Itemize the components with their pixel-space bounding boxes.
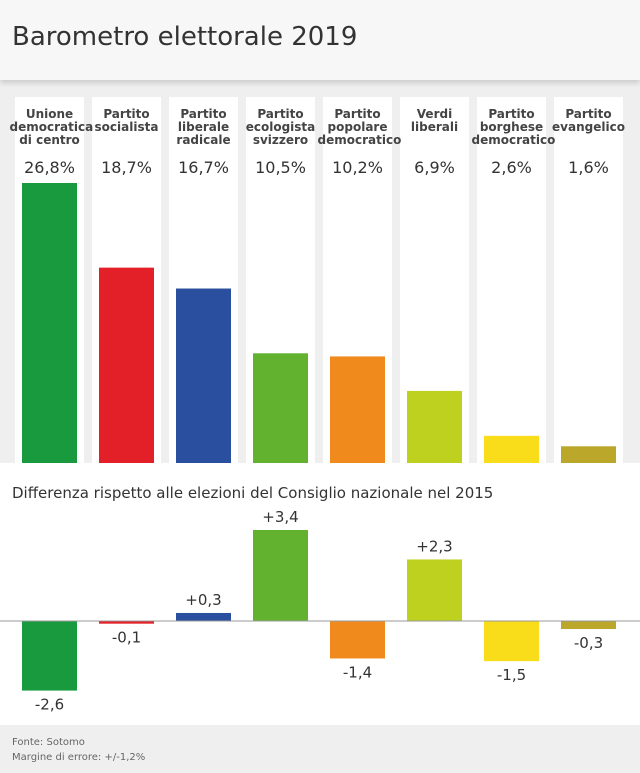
value-label: 16,7% [178, 158, 229, 177]
bar [561, 621, 616, 630]
category-label: Unione democratica di centro [9, 107, 94, 147]
bar [253, 530, 308, 621]
value-label: 26,8% [24, 158, 75, 177]
value-label: -1,5 [497, 666, 526, 684]
category-label: Partito ecologista svizzero [245, 107, 316, 147]
bar [176, 288, 231, 463]
bar [484, 435, 539, 463]
value-label: -1,4 [343, 663, 372, 681]
chart-title: Differenza rispetto alle elezioni del Co… [12, 484, 494, 502]
bar [484, 621, 539, 662]
column-panel [554, 97, 623, 463]
bar [407, 559, 462, 621]
value-label: 1,6% [568, 158, 609, 177]
page-title: Barometro elettorale 2019 [12, 22, 358, 52]
value-label: 6,9% [414, 158, 455, 177]
bar [99, 267, 154, 463]
bar [99, 621, 154, 624]
value-label: -0,3 [574, 634, 603, 652]
value-label: 10,2% [332, 158, 383, 177]
category-label: Partito liberale radicale [176, 107, 231, 147]
value-label: 10,5% [255, 158, 306, 177]
bar [176, 612, 231, 621]
category-label: Partito socialista [94, 107, 159, 134]
bar [22, 621, 77, 691]
value-label: +3,4 [262, 508, 298, 526]
error-note: Margine di errore: +/-1,2% [12, 752, 146, 763]
value-label: +2,3 [416, 537, 452, 555]
lower-panel [0, 463, 640, 725]
bar [561, 446, 616, 463]
value-label: +0,3 [185, 591, 221, 609]
value-label: 18,7% [101, 158, 152, 177]
category-label: Partito popolare democratico [317, 107, 402, 147]
source-note: Fonte: Sotomo [12, 737, 85, 748]
bar [22, 183, 77, 463]
value-label: 2,6% [491, 158, 532, 177]
category-label: Partito borghese democratico [471, 107, 556, 147]
category-label: Verdi liberali [410, 107, 459, 134]
bar [330, 356, 385, 463]
value-label: -2,6 [35, 696, 64, 714]
bar [330, 621, 385, 659]
value-label: -0,1 [112, 629, 141, 647]
column-panel [477, 97, 546, 463]
bar [407, 390, 462, 463]
header [0, 0, 640, 80]
category-label: Partito evangelico [552, 107, 625, 134]
bar [253, 353, 308, 463]
